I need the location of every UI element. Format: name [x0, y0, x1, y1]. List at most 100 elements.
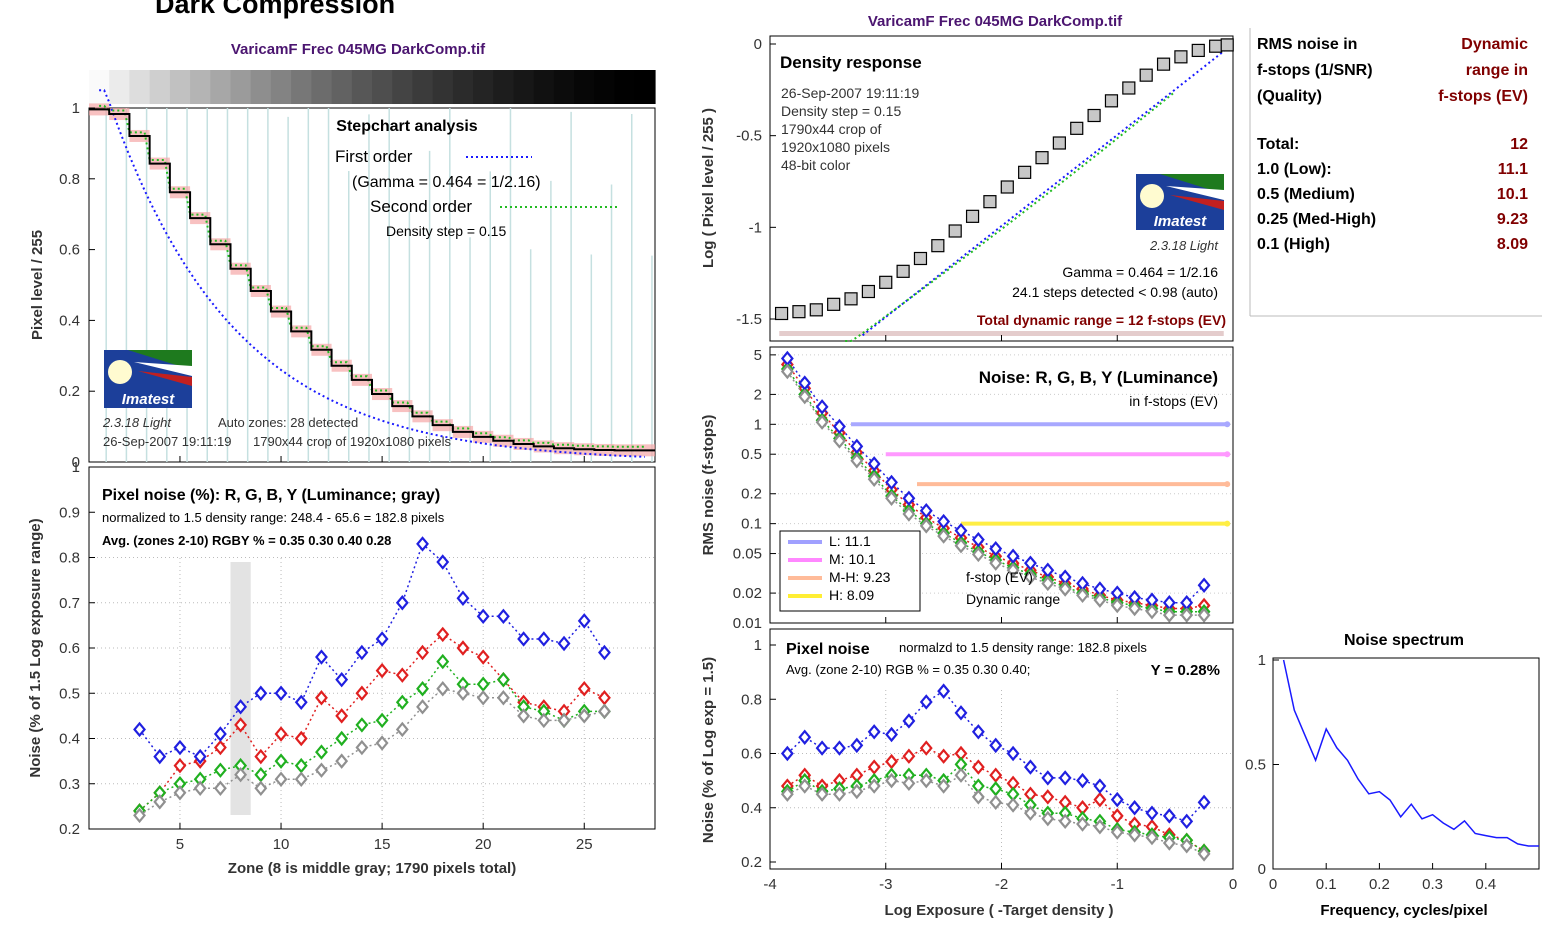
series-point-Y [971, 546, 985, 563]
series-point-B [885, 726, 898, 743]
zone-noise-subtitle: normalized to 1.5 density range: 248.4 -… [102, 510, 445, 525]
series-point-Y [1128, 600, 1142, 617]
fstop-annotation-2: Dynamic range [966, 591, 1060, 607]
series-point-B [496, 608, 510, 625]
fstop-legend: L: 11.1 M: 10.1 M-H: 9.23 H: 8.09 [779, 530, 921, 612]
series-point-R [355, 685, 369, 701]
series-point-R [315, 690, 328, 706]
series-point-Y [1110, 824, 1124, 840]
series-point-B [335, 671, 349, 688]
step-patch [412, 70, 434, 104]
logexp-noise-y-avg: Y = 0.28% [1151, 662, 1220, 679]
density-step-marker [965, 209, 980, 223]
series-point-B [213, 726, 227, 742]
noise-spectrum-title: Noise spectrum [1344, 632, 1464, 649]
series-point-Y [971, 789, 985, 805]
series-point-B [234, 699, 248, 715]
x-tick-label: 5 [176, 836, 184, 853]
legend-label: M-H: 9.23 [829, 569, 891, 585]
density-step-markers [774, 38, 1234, 321]
series-point-B [1145, 805, 1159, 821]
noise-spectrum-line [1282, 659, 1539, 847]
density-step-marker [861, 284, 875, 299]
series-point-B [1006, 745, 1020, 762]
series-point-Y [833, 786, 846, 802]
x-tick-label: -3 [879, 876, 892, 893]
density-step-marker [1070, 121, 1084, 135]
series-point-Y [577, 708, 591, 724]
series-point-B [254, 685, 268, 701]
zone-noise-ticks: 0.20.30.40.50.60.70.80.915 10 15 20 25 [59, 459, 592, 853]
y-tick-label: -1.5 [736, 311, 762, 328]
series-point-B [833, 740, 846, 756]
y-tick-label: 0.5 [741, 446, 762, 463]
density-y-label: Log ( Pixel level / 255 ) [700, 108, 717, 268]
logexp-noise-avg-note: Avg. (zone 2-10) RGB % = 0.35 0.30 0.40; [786, 662, 1030, 677]
logo-text-right: Imatest [1154, 213, 1208, 230]
summary-row-value: 11.1 [1498, 161, 1528, 178]
series-point-Y [436, 681, 450, 697]
series-point-Y [937, 528, 951, 544]
series-point-B [1197, 794, 1211, 811]
y-tick-label: 0.01 [733, 615, 762, 632]
middle-gray-highlight [230, 562, 251, 815]
series-point-Y [1197, 846, 1211, 862]
series-point-Y [193, 780, 207, 796]
summary-row-value: 10.1 [1497, 186, 1528, 203]
density-dynamic-range-text: Total dynamic range = 12 f-stops (EV) [977, 312, 1226, 328]
series-point-Y [1180, 607, 1194, 623]
series-point-G [375, 712, 389, 729]
step-patch [574, 70, 595, 104]
series-point-Y [335, 753, 349, 769]
summary-header-left-3: (Quality) [1257, 88, 1322, 105]
y-tick-label: 0.8 [741, 691, 762, 708]
legend-second-order: Second order [370, 197, 472, 216]
y-tick-label: 0.02 [733, 585, 762, 602]
series-point-B [598, 644, 611, 661]
series-point-B [902, 490, 916, 507]
dynamic-range-summary-table: RMS noise in f-stops (1/SNR) (Quality) D… [1249, 28, 1542, 317]
y-tick-label: 0.4 [741, 800, 762, 817]
series-point-B [375, 631, 389, 647]
y-tick-label: 0.2 [741, 486, 762, 503]
y-tick-label: 0.8 [59, 171, 80, 188]
series-point-G [496, 671, 510, 688]
fstop-noise-title: Noise: R, G, B, Y (Luminance) [979, 368, 1218, 387]
stepchart-panel: 0 0.2 0.4 0.6 0.8 1 Pixel level / 255 Stepcha… [29, 89, 656, 471]
x-tick-label: -1 [1111, 876, 1124, 893]
series-point-Y [885, 490, 898, 507]
series-point-B [557, 635, 571, 652]
noise-spectrum-frame [1272, 657, 1540, 870]
density-step-marker [931, 239, 945, 253]
series-point-B [1110, 791, 1124, 808]
summary-rows: Total: 12 1.0 (Low): 11.1 0.5 (Medium) 10.1 0.… [1257, 136, 1528, 253]
summary-header-right-2: range in [1466, 62, 1528, 79]
step-patch [432, 70, 454, 104]
series-point-Y [1024, 805, 1037, 821]
summary-row-value: 9.23 [1497, 211, 1528, 228]
stepchart-measured-line [89, 108, 655, 452]
zone-noise-avg-note: Avg. (zones 2-10) RGBY % = 0.35 0.30 0.4… [102, 533, 391, 548]
series-point-Y [919, 518, 933, 534]
series-point-B [416, 536, 429, 552]
y-tick-label: 5 [754, 347, 762, 364]
y-tick-label: 0.8 [59, 550, 80, 567]
series-point-G [436, 653, 450, 670]
density-response-ticks: -1.5 -1 -0.5 0 [736, 36, 1234, 341]
y-tick-label: 0 [754, 36, 762, 53]
zone-noise-title: Pixel noise (%): R, G, B, Y (Luminance; … [102, 487, 440, 504]
y-tick-label: 1 [72, 100, 80, 117]
series-point-B [989, 737, 1003, 754]
logexp-x-label: Log Exposure ( -Target density ) [885, 902, 1114, 919]
density-step-marker [1035, 151, 1049, 165]
series-point-Y [476, 690, 490, 706]
series-point-Y [1024, 569, 1037, 585]
series-point-R [1041, 789, 1055, 805]
step-patch [311, 70, 333, 104]
series-point-Y [780, 363, 794, 380]
series-point-R [456, 640, 470, 656]
series-point-G [274, 753, 288, 769]
series-point-B [355, 644, 369, 661]
series-point-B [537, 631, 551, 647]
